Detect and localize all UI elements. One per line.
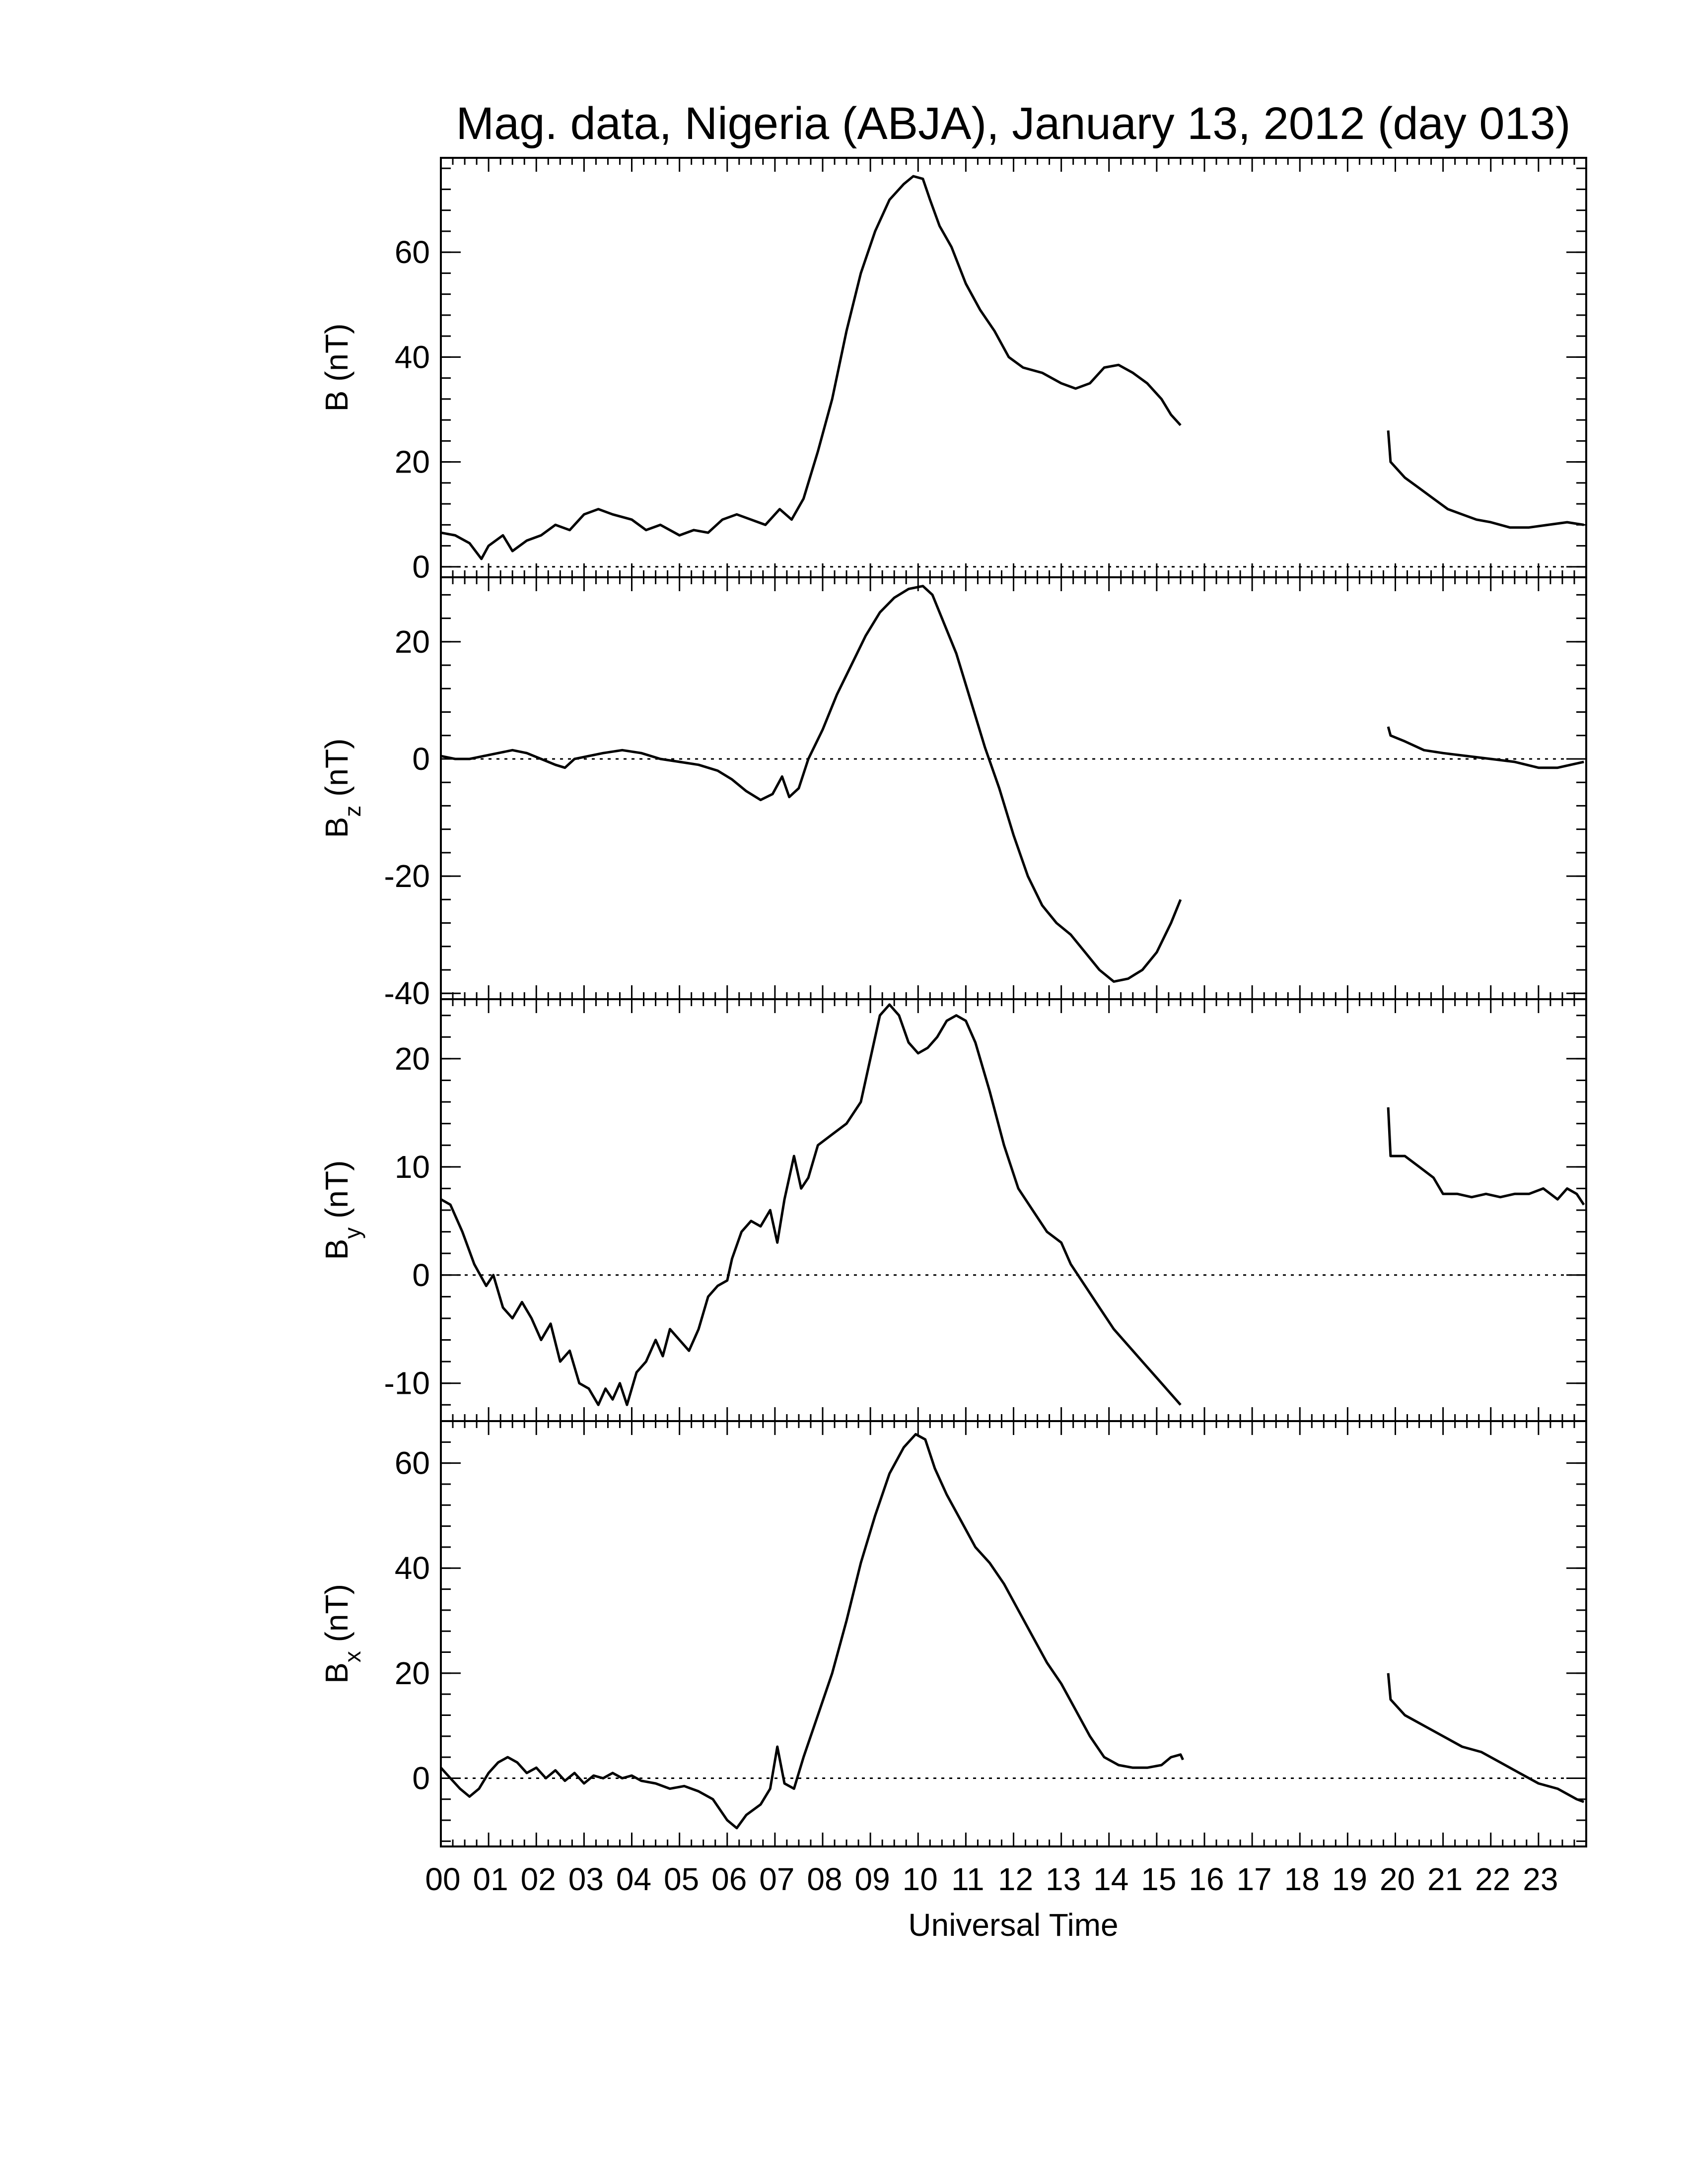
x-tick-label: 18 xyxy=(1284,1861,1320,1897)
chart-title: Mag. data, Nigeria (ABJA), January 13, 2… xyxy=(456,98,1571,149)
y-axis-label-main: B xyxy=(319,1662,354,1684)
x-tick-label: 09 xyxy=(855,1861,890,1897)
series-line-by xyxy=(1387,1107,1585,1206)
series-line-bx xyxy=(440,1433,1184,1830)
y-axis-label-subscript: z xyxy=(340,806,365,817)
panel-bz: -40 -20 0 20 Bz (nT) xyxy=(319,576,1587,1011)
y-tick-label: 0 xyxy=(412,1760,430,1796)
y-tick-label: 20 xyxy=(395,624,430,660)
y-tick-label: 0 xyxy=(412,741,430,777)
x-tick-label: 21 xyxy=(1427,1861,1463,1897)
x-tick-label: 12 xyxy=(998,1861,1033,1897)
y-tick-label: 60 xyxy=(395,234,430,270)
series-line-bz xyxy=(1387,726,1584,769)
chart-panels: 0 20 40 60 B (nT) -40 -20 0 20 Bz (nT) -10 0 10 20 By … xyxy=(319,157,1587,1847)
y-tick-label: -40 xyxy=(384,975,430,1011)
y-axis-label-unit: (nT) xyxy=(319,1584,354,1651)
y-tick-label: 10 xyxy=(395,1149,430,1185)
x-tick-label: 14 xyxy=(1093,1861,1128,1897)
panel-bx: 0 20 40 60 Bx (nT) xyxy=(319,1420,1587,1847)
x-tick-label: 22 xyxy=(1475,1861,1510,1897)
y-tick-label: 0 xyxy=(412,1257,430,1293)
y-tick-label: 40 xyxy=(395,339,430,375)
y-tick-label: 0 xyxy=(412,549,430,585)
x-tick-label: 13 xyxy=(1046,1861,1081,1897)
x-tick-label: 16 xyxy=(1189,1861,1224,1897)
x-tick-label: 04 xyxy=(616,1861,651,1897)
y-axis-label-unit: (nT) xyxy=(319,1160,354,1228)
panel-b: 0 20 40 60 B (nT) xyxy=(319,157,1587,585)
x-tick-label: 08 xyxy=(807,1861,842,1897)
x-tick-label: 07 xyxy=(759,1861,794,1897)
y-axis-label-unit: (nT) xyxy=(319,324,354,391)
x-axis: 00 01 02 03 04 05 06 07 08 09 10 11 12 13 14 15 16 17 18 19… xyxy=(425,1861,1558,1897)
x-tick-label: 11 xyxy=(951,1861,984,1897)
y-axis-label: Bz (nT) xyxy=(319,739,365,838)
y-axis-label-subscript: x xyxy=(340,1651,365,1662)
series-line-b xyxy=(440,175,1182,560)
x-tick-label: 19 xyxy=(1332,1861,1367,1897)
y-axis-label: By (nT) xyxy=(319,1160,365,1260)
y-axis-label: B (nT) xyxy=(319,324,354,412)
y-axis-label: Bx (nT) xyxy=(319,1584,365,1684)
x-tick-label: 06 xyxy=(711,1861,747,1897)
y-tick-label: 40 xyxy=(395,1550,430,1586)
y-tick-label: -10 xyxy=(384,1365,430,1401)
y-tick-label: 20 xyxy=(395,1655,430,1691)
x-tick-label: 05 xyxy=(664,1861,699,1897)
x-tick-label: 00 xyxy=(425,1861,460,1897)
panel-frame xyxy=(440,576,1587,1000)
y-tick-label: 60 xyxy=(395,1445,430,1481)
y-tick-label: 20 xyxy=(395,444,430,480)
y-axis-label-main: B xyxy=(319,391,354,412)
x-tick-label: 23 xyxy=(1523,1861,1558,1897)
y-tick-label: -20 xyxy=(384,858,430,894)
x-tick-label: 01 xyxy=(473,1861,508,1897)
y-axis-label-main: B xyxy=(319,817,354,838)
x-tick-label: 03 xyxy=(568,1861,604,1897)
x-axis-label: Universal Time xyxy=(908,1907,1118,1943)
y-axis-label-subscript: y xyxy=(340,1228,365,1239)
y-axis-label-unit: (nT) xyxy=(319,739,354,806)
panel-by: -10 0 10 20 By (nT) xyxy=(319,998,1587,1422)
x-tick-label: 10 xyxy=(903,1861,938,1897)
x-tick-label: 15 xyxy=(1141,1861,1176,1897)
series-line-b xyxy=(1387,430,1584,529)
panel-frame xyxy=(440,1420,1587,1847)
series-line-bx xyxy=(1387,1673,1585,1803)
y-tick-label: 20 xyxy=(395,1041,430,1077)
series-line-bz xyxy=(440,585,1182,983)
x-tick-label: 17 xyxy=(1237,1861,1272,1897)
x-tick-label: 20 xyxy=(1380,1861,1415,1897)
y-axis-label-main: B xyxy=(319,1239,354,1260)
panel-frame xyxy=(440,998,1587,1422)
x-tick-label: 02 xyxy=(521,1861,556,1897)
series-line-by xyxy=(440,1003,1182,1406)
